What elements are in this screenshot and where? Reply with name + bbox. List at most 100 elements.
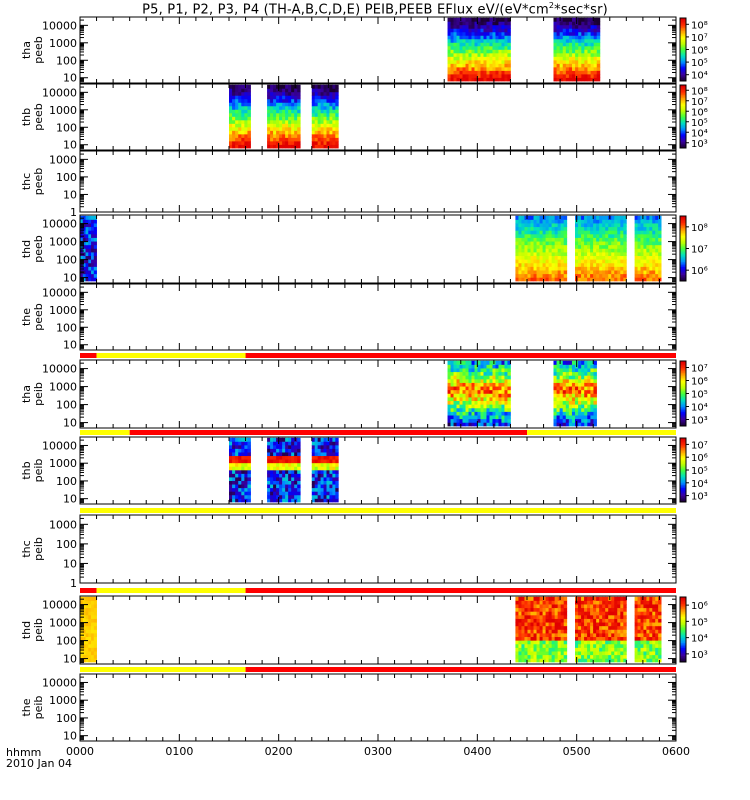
panel-label-probe-thapeeb: tha: [20, 41, 33, 59]
colorbar-cell-thbpeib: [680, 468, 686, 471]
colorbar-cell-thapeeb: [680, 46, 686, 49]
colorbar-cell-thbpeib: [680, 479, 686, 482]
colorbar-cell-thbpeib: [680, 473, 686, 476]
panel-label-product-thcpeib: peib: [32, 537, 45, 561]
colorbar-cell-thbpeeb: [680, 89, 686, 92]
colorbar-cell-thbpeib: [680, 484, 686, 487]
colorbar-cell-thapeeb: [680, 25, 686, 28]
colorbar-cell-thdpeeb: [680, 225, 686, 228]
colorbar-cell-thapeib: [680, 400, 686, 403]
colorbar-cell-thbpeib: [680, 439, 686, 442]
colorbar-cell-thdpeeb: [680, 216, 686, 219]
colorbar-cell-thdpeib: [680, 632, 686, 635]
ytick-label-thdpeib-0: 10: [63, 653, 77, 666]
colorbar-cell-thdpeib: [680, 598, 686, 601]
colorbar-cell-thdpeib: [680, 608, 686, 611]
colorbar-cell-thapeib: [680, 378, 686, 381]
panel-label-probe-thapeib: tha: [20, 385, 33, 403]
colorbar-label-thdpeeb-0: 10⁶: [691, 266, 708, 277]
colorbar-cell-thdpeeb: [680, 248, 686, 251]
ytick-label-thbpeib-0: 10: [63, 493, 77, 506]
title-tail: *sec*sr): [554, 2, 608, 18]
colorbar-cell-thdpeeb: [680, 217, 686, 220]
mode-bar-thbpeib-1: [129, 430, 527, 435]
colorbar-cell-thbpeeb: [680, 141, 686, 144]
mode-bar-thapeib-1: [96, 353, 246, 358]
colorbar-cell-thbpeib: [680, 495, 686, 498]
colorbar-cell-thbpeib: [680, 442, 686, 445]
ytick-label-thepeeb-1: 100: [56, 321, 77, 334]
ytick-label-thcpeeb-1: 10: [63, 188, 77, 201]
colorbar-cell-thdpeib: [680, 644, 686, 647]
colorbar-cell-thbpeib: [680, 498, 686, 501]
panel-frame-thcpeeb: [79, 150, 677, 213]
colorbar-cell-thapeeb: [680, 57, 686, 60]
colorbar-cell-thapeeb: [680, 30, 686, 33]
colorbar-cell-thbpeib: [680, 446, 686, 449]
colorbar-cell-thdpeeb: [680, 255, 686, 258]
panel-label-product-thapeib: peib: [32, 382, 45, 406]
colorbar-cell-thbpeib: [680, 497, 686, 500]
colorbar-cell-thdpeib: [680, 634, 686, 637]
colorbar-cell-thbpeeb: [680, 125, 686, 129]
colorbar-cell-thbpeib: [680, 463, 686, 466]
colorbar-label-thbpeeb-4: 10⁷: [691, 97, 708, 108]
colorbar-cell-thapeeb: [680, 51, 686, 54]
colorbar-cell-thapeeb: [680, 24, 686, 27]
colorbar-cell-thapeib: [680, 421, 686, 424]
colorbar-cell-thdpeeb: [680, 224, 686, 227]
colorbar-cell-thdpeeb: [680, 263, 686, 266]
colorbar-cell-thdpeib: [680, 649, 686, 652]
colorbar-cell-thapeib: [680, 388, 686, 391]
colorbar-label-thapeeb-3: 10⁷: [691, 33, 708, 44]
colorbar-cell-thdpeeb: [680, 264, 686, 267]
colorbar-cell-thapeeb: [680, 58, 686, 62]
panel-label-probe-thdpeib: thd: [20, 621, 33, 639]
colorbar-cell-thbpeeb: [680, 138, 686, 141]
colorbar-cell-thdpeib: [680, 605, 686, 608]
colorbar-cell-thbpeib: [680, 466, 686, 469]
spectrogram-block-thdpeeb-2: [575, 215, 627, 282]
colorbar-cell-thdpeeb: [680, 222, 686, 225]
colorbar-cell-thbpeib: [680, 462, 686, 465]
colorbar-cell-thbpeeb: [680, 97, 686, 100]
colorbar-cell-thbpeib: [680, 457, 686, 460]
title-superscript: 2: [548, 1, 555, 10]
xtick-label-0: 0000: [66, 745, 94, 758]
panel-label-product-thbpeib: peib: [32, 459, 45, 483]
colorbar-cell-thdpeib: [680, 631, 686, 634]
ytick-label-thbpeib-2: 1000: [49, 457, 77, 470]
mode-bar-thdpeib-1: [96, 588, 246, 593]
colorbar-cell-thapeib: [680, 380, 686, 383]
colorbar-label-thbpeib-1: 10⁴: [691, 479, 708, 490]
colorbar-cell-thapeeb: [680, 27, 686, 30]
colorbar-cell-thdpeeb: [680, 220, 686, 223]
colorbar-label-thbpeeb-2: 10⁵: [691, 118, 708, 129]
colorbar-label-thbpeeb-0: 10³: [691, 139, 708, 150]
colorbar-cell-thbpeib: [680, 476, 686, 479]
colorbar-cell-thdpeib: [680, 603, 686, 606]
colorbar-cell-thdpeib: [680, 645, 686, 648]
colorbar-cell-thapeib: [680, 370, 686, 373]
colorbar-cell-thapeib: [680, 411, 686, 414]
ytick-label-thapeib-0: 10: [63, 417, 77, 430]
colorbar-cell-thdpeeb: [680, 268, 686, 271]
colorbar-label-thbpeeb-1: 10⁴: [691, 128, 708, 139]
mode-bar-thepeib-1: [245, 667, 677, 672]
colorbar-cell-thbpeeb: [680, 86, 686, 89]
ytick-label-thdpeeb-1: 100: [56, 254, 77, 267]
spectrogram-block-thbpeeb-1: [267, 84, 301, 149]
colorbar-cell-thbpeeb: [680, 110, 686, 113]
colorbar-cell-thdpeib: [680, 611, 686, 614]
colorbar-cell-thdpeeb: [680, 235, 686, 238]
colorbar-cell-thdpeib: [680, 652, 686, 655]
colorbar-cell-thdpeib: [680, 653, 686, 656]
colorbar-cell-thdpeeb: [680, 269, 686, 272]
colorbar-cell-thdpeeb: [680, 240, 686, 243]
colorbar-cell-thapeeb: [680, 47, 686, 50]
colorbar-cell-thbpeeb: [680, 135, 686, 138]
colorbar-cell-thapeib: [680, 408, 686, 411]
colorbar-cell-thapeeb: [680, 22, 686, 25]
colorbar-cell-thdpeib: [680, 601, 686, 604]
colorbar-cell-thapeeb: [680, 71, 686, 74]
